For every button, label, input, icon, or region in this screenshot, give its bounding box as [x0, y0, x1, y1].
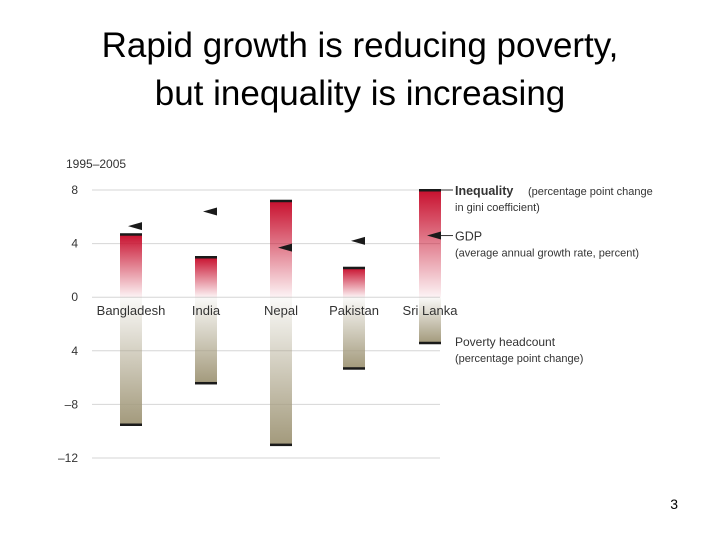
inequality-bar-cap — [270, 199, 292, 203]
inequality-bar — [195, 257, 217, 298]
poverty-bar — [120, 297, 142, 425]
y-tick-label: –8 — [65, 397, 79, 411]
legend-poverty-note: (percentage point change) — [455, 353, 583, 365]
y-tick-label: 4 — [71, 344, 78, 358]
legend-gdp-note: (average annual growth rate, percent) — [455, 248, 639, 260]
y-tick-label: –12 — [58, 451, 78, 465]
legend-gdp-label: GDP — [455, 230, 482, 244]
poverty-bar-cap — [419, 341, 441, 345]
poverty-bar-cap — [195, 381, 217, 385]
chart-bars — [120, 189, 441, 447]
inequality-bar-cap — [195, 256, 217, 259]
poverty-bar — [419, 297, 441, 343]
poverty-bar — [343, 297, 365, 369]
inequality-bar — [270, 200, 292, 298]
y-tick-label: 8 — [71, 183, 78, 197]
category-labels: Bangladesh India Nepal Pakistan Sri Lanka — [97, 303, 459, 318]
category-label: Bangladesh — [97, 303, 166, 318]
inequality-bar-cap — [120, 233, 142, 236]
slide-title-line-2: but inequality is increasing — [154, 74, 566, 113]
gdp-marker — [278, 243, 292, 252]
slide-title-line-1: Rapid growth is reducing poverty, — [101, 26, 619, 65]
page-number: 3 — [670, 496, 678, 512]
chart-legend: Inequality (percentage point change in gin… — [441, 184, 653, 365]
y-axis-ticks: 8 4 0 4 –8 –12 — [58, 183, 78, 465]
chart-grid — [92, 189, 440, 459]
gdp-marker — [203, 207, 217, 216]
legend-inequality-label: Inequality — [455, 184, 513, 198]
slide-title: Rapid growth is reducing poverty, but in… — [0, 22, 720, 118]
category-label: Pakistan — [329, 303, 379, 318]
gdp-marker — [351, 236, 365, 245]
poverty-bar-cap — [270, 443, 292, 447]
inequality-bar — [120, 234, 142, 298]
poverty-bar — [195, 297, 217, 383]
legend-inequality-note: (percentage point change — [528, 186, 653, 198]
inequality-bar — [343, 267, 365, 298]
gdp-marker — [128, 222, 142, 231]
poverty-bar-cap — [120, 423, 142, 426]
legend-poverty-label: Poverty headcount — [455, 335, 556, 349]
category-label: Sri Lanka — [403, 303, 459, 318]
y-tick-label: 0 — [71, 290, 78, 304]
category-label: Nepal — [264, 303, 298, 318]
poverty-bar — [270, 297, 292, 445]
chart-period-label: 1995–2005 — [66, 157, 126, 171]
gdp-marker — [427, 231, 441, 240]
inequality-bar — [419, 190, 441, 298]
y-tick-label: 4 — [71, 237, 78, 251]
poverty-bar-cap — [343, 367, 365, 370]
category-label: India — [192, 303, 221, 318]
inequality-bar-cap — [343, 266, 365, 270]
inequality-bar-cap — [419, 189, 441, 192]
legend-inequality-note: in gini coefficient) — [455, 202, 540, 214]
